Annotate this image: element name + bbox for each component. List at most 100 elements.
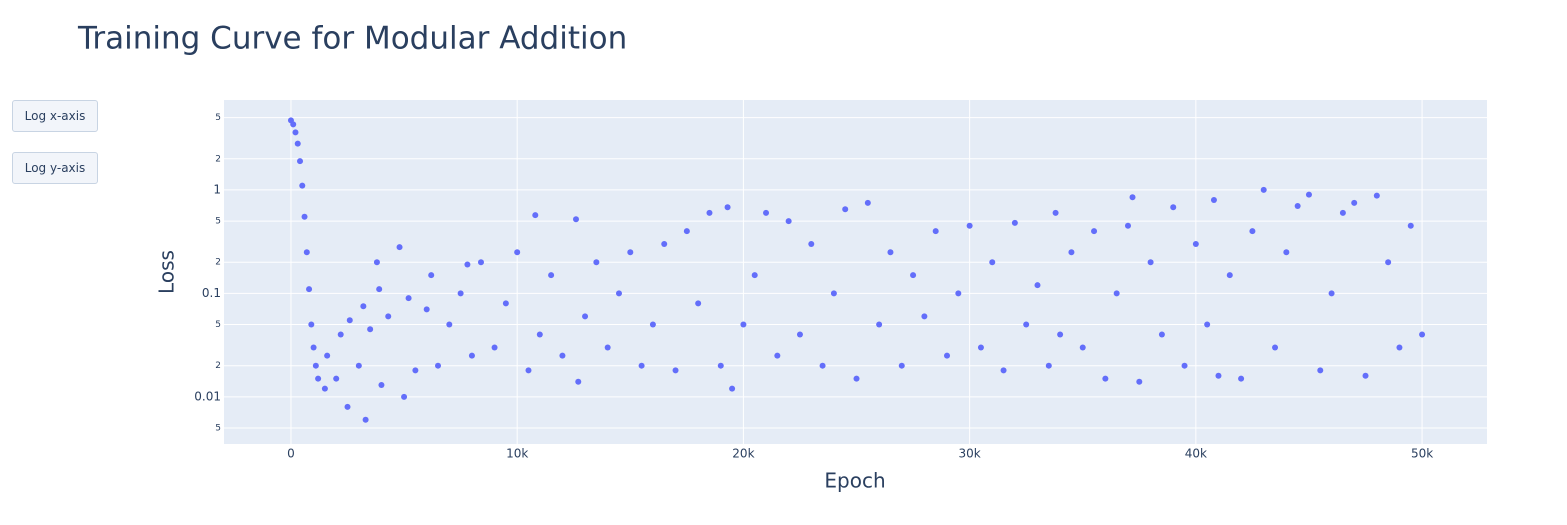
point — [1328, 290, 1335, 297]
point — [312, 362, 319, 369]
point — [396, 244, 403, 251]
point — [808, 241, 815, 248]
point — [428, 272, 435, 279]
point — [661, 241, 668, 248]
point — [376, 286, 383, 293]
x-tick-label: 30k — [959, 447, 981, 461]
point — [853, 375, 860, 382]
point — [593, 259, 600, 266]
point — [1317, 367, 1324, 374]
point — [573, 216, 580, 223]
point — [615, 290, 622, 297]
point — [1034, 282, 1041, 289]
log-y-button[interactable]: Log y-axis — [12, 152, 98, 184]
point — [575, 378, 582, 385]
point — [1158, 331, 1165, 338]
point — [1339, 209, 1346, 216]
point — [297, 158, 304, 165]
y-tick-label: 2 — [215, 258, 221, 268]
y-tick-label: 5 — [215, 113, 221, 123]
x-tick-label: 10k — [506, 447, 528, 461]
log-x-button[interactable]: Log x-axis — [12, 100, 98, 132]
point — [294, 140, 301, 147]
point — [695, 300, 702, 307]
point — [1351, 199, 1358, 206]
point — [1045, 362, 1052, 369]
point — [842, 206, 849, 213]
y-tick-label: 2 — [215, 154, 221, 164]
point — [532, 212, 539, 219]
point — [464, 261, 471, 268]
point — [306, 286, 313, 293]
point — [290, 121, 297, 128]
point — [1052, 209, 1059, 216]
point — [344, 403, 351, 410]
point — [966, 222, 973, 229]
point — [649, 321, 656, 328]
point — [1079, 344, 1086, 351]
point — [548, 272, 555, 279]
point — [1181, 362, 1188, 369]
point — [287, 117, 294, 124]
point — [921, 313, 928, 320]
point — [785, 218, 792, 225]
point — [1057, 331, 1064, 338]
point — [446, 321, 453, 328]
point — [1204, 321, 1211, 328]
point — [360, 303, 367, 310]
chart-title: Training Curve for Modular Addition — [77, 21, 627, 57]
point — [502, 300, 509, 307]
point — [1113, 290, 1120, 297]
point — [1385, 259, 1392, 266]
point — [362, 416, 369, 423]
point — [412, 367, 419, 374]
point — [864, 199, 871, 206]
point — [729, 385, 736, 392]
point — [301, 213, 308, 220]
point — [819, 362, 826, 369]
point — [1238, 375, 1245, 382]
point — [346, 317, 353, 324]
point — [1362, 372, 1369, 379]
point — [401, 393, 408, 400]
y-axis-title: Loss — [155, 250, 179, 294]
point — [1129, 194, 1136, 201]
point — [1215, 372, 1222, 379]
point — [559, 352, 566, 359]
point — [1124, 222, 1131, 229]
point — [385, 313, 392, 320]
point — [1226, 272, 1233, 279]
point — [1068, 249, 1075, 256]
point — [1023, 321, 1030, 328]
point — [1136, 378, 1143, 385]
point — [1260, 186, 1267, 193]
point — [514, 249, 521, 256]
x-tick-label: 0 — [287, 447, 295, 461]
point — [740, 321, 747, 328]
point — [525, 367, 532, 374]
point — [324, 352, 331, 359]
point — [303, 249, 310, 256]
point — [1192, 241, 1199, 248]
point — [491, 344, 498, 351]
point — [373, 259, 380, 266]
point — [405, 295, 412, 302]
point — [1419, 331, 1426, 338]
point — [830, 290, 837, 297]
point — [932, 228, 939, 235]
x-tick-label: 40k — [1185, 447, 1207, 461]
point — [627, 249, 634, 256]
point — [717, 362, 724, 369]
point — [367, 326, 374, 333]
point — [1272, 344, 1279, 351]
x-tick-label: 20k — [732, 447, 754, 461]
point — [724, 204, 731, 211]
point — [1294, 202, 1301, 209]
point — [955, 290, 962, 297]
y-tick-label: 1 — [213, 182, 221, 196]
point — [1091, 228, 1098, 235]
x-axis-title: Epoch — [824, 469, 885, 493]
point — [944, 352, 951, 359]
